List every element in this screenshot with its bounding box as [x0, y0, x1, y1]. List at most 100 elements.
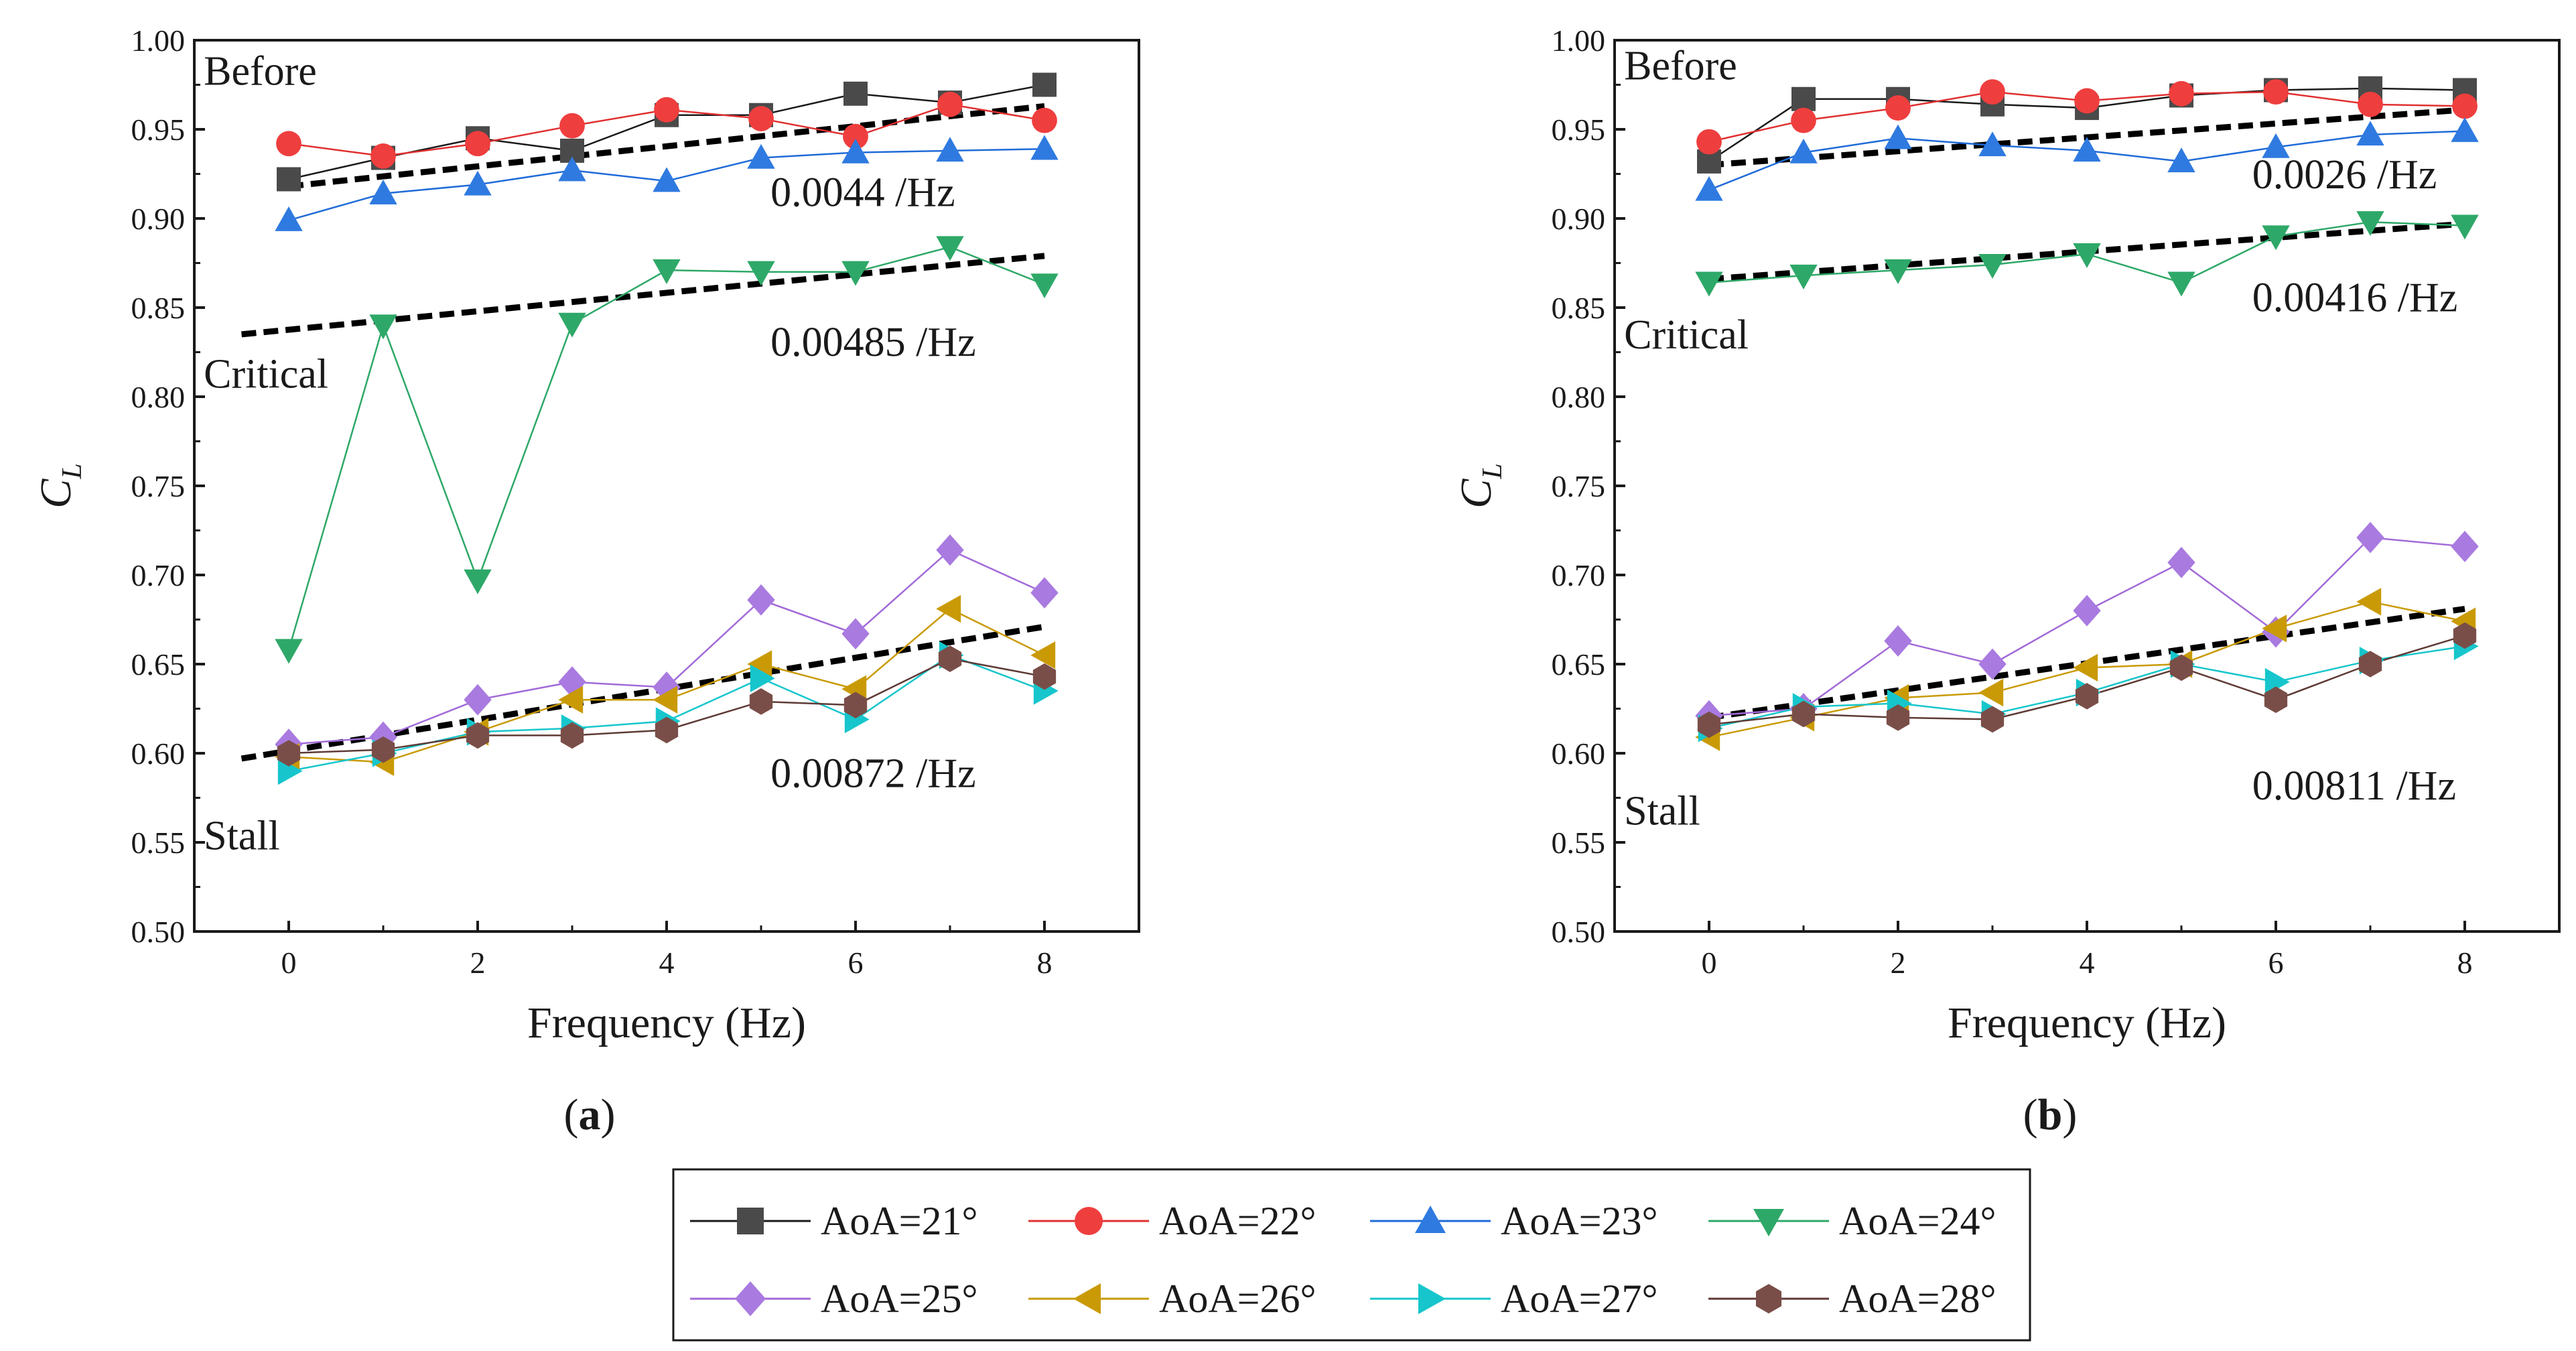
data-point	[1030, 273, 1059, 299]
data-point	[1789, 138, 1818, 164]
data-point	[1030, 135, 1059, 160]
y-tick-label: 0.90	[1552, 202, 1606, 236]
data-point	[653, 259, 681, 284]
data-point	[2452, 93, 2478, 119]
data-point	[1978, 253, 2007, 279]
data-point	[466, 722, 490, 749]
data-point	[841, 618, 870, 650]
series-markers	[275, 135, 1059, 231]
legend-entry: AoA=27°	[1370, 1277, 1658, 1321]
annotation-label: Before	[1624, 44, 1737, 89]
data-point	[1695, 176, 1723, 201]
data-point	[843, 81, 868, 106]
legend-items: AoA=21° AoA=22° AoA=23° AoA=24° AoA=25° AoA=2…	[690, 1199, 1996, 1321]
data-point	[560, 722, 584, 749]
data-point	[464, 170, 492, 196]
data-point	[2074, 88, 2100, 114]
y-tick-label: 0.65	[1552, 647, 1606, 682]
x-axis-title: Frequency (Hz)	[1948, 999, 2226, 1047]
data-point	[2073, 243, 2101, 268]
y-tick-label: 0.95	[131, 113, 186, 147]
y-tick-label: 0.75	[131, 469, 186, 503]
data-point	[747, 650, 772, 678]
chart-panel-a: 0.50 0.55 0.60 0.65 0.70 0.75 0.80 0.85 0.90 0.95…	[31, 23, 1140, 1139]
svg-text:CL: CL	[1452, 463, 1508, 508]
data-point	[2073, 594, 2101, 627]
data-point	[1884, 259, 1912, 284]
data-point	[936, 534, 964, 566]
data-point	[277, 740, 301, 767]
x-tick-label: 2	[1891, 946, 1906, 980]
y-axis-title-main: C	[31, 478, 80, 509]
legend-label: AoA=25°	[821, 1277, 978, 1321]
data-point	[654, 96, 679, 123]
data-point	[841, 138, 870, 164]
data-point	[747, 143, 775, 169]
data-point	[2073, 137, 2101, 162]
series-markers	[277, 645, 1057, 767]
series-markers	[1695, 211, 2479, 297]
data-point	[2167, 546, 2195, 578]
x-ticks: 0 2 4 6 8	[281, 921, 1053, 980]
series-markers	[276, 91, 1057, 169]
legend: AoA=21° AoA=22° AoA=23° AoA=24° AoA=25° AoA=2…	[672, 1168, 2031, 1342]
data-point	[655, 716, 679, 744]
x-ticks: 0 2 4 6 8	[1702, 921, 2473, 980]
data-point	[2356, 211, 2384, 237]
annotations: Before Critical Stall 0.0044 /Hz 0.00485 /Hz…	[204, 49, 976, 859]
x-tick-label: 4	[659, 946, 675, 980]
annotation-label: 0.00872 /Hz	[770, 751, 976, 797]
y-tick-label: 0.60	[131, 736, 186, 771]
series-markers	[1696, 79, 2478, 155]
data-point	[1696, 129, 1722, 155]
data-point	[1978, 648, 2007, 680]
y-axis-title-sub: L	[57, 463, 88, 479]
y-tick-label: 0.70	[1552, 558, 1606, 592]
data-point	[1978, 678, 2004, 707]
data-point	[841, 261, 870, 286]
y-axis-title-sub: L	[1477, 463, 1508, 479]
data-point	[277, 167, 301, 192]
data-point	[275, 206, 303, 231]
data-point	[559, 113, 585, 139]
legend-marker	[1753, 1209, 1784, 1236]
trend-fit-line	[288, 103, 1045, 190]
legend-box	[672, 1168, 2031, 1342]
data-point	[1032, 107, 1057, 133]
data-point	[1980, 706, 2005, 733]
series-markers	[275, 236, 1059, 664]
y-tick-label: 0.85	[1552, 291, 1606, 325]
y-axis-title-main: C	[1452, 478, 1501, 509]
annotation-label: 0.0026 /Hz	[2252, 152, 2437, 198]
y-tick-label: 0.75	[1552, 469, 1606, 503]
data-point	[2262, 225, 2290, 251]
data-point	[464, 569, 492, 594]
y-tick-label: 0.70	[131, 558, 186, 592]
data-point	[2167, 271, 2195, 297]
data-point	[2453, 622, 2477, 649]
panel-label-a: (a)	[564, 1090, 616, 1139]
x-tick-label: 8	[2457, 946, 2473, 980]
data-point	[1032, 663, 1057, 690]
data-point	[653, 167, 681, 192]
data-point	[371, 736, 395, 763]
y-tick-label: 0.65	[131, 647, 186, 682]
legend-label: AoA=27°	[1501, 1277, 1658, 1321]
x-tick-label: 2	[470, 946, 486, 980]
annotation-label: 0.00485 /Hz	[770, 320, 976, 365]
data-point	[1791, 86, 1816, 111]
x-tick-label: 6	[2268, 946, 2284, 980]
y-tick-label: 1.00	[131, 23, 186, 58]
data-point	[843, 123, 868, 149]
data-point	[936, 594, 961, 623]
legend-marker	[1415, 1206, 1446, 1233]
data-point	[1695, 271, 1723, 297]
data-point	[1697, 711, 1721, 738]
data-point	[653, 671, 681, 703]
legend-marker	[737, 1208, 764, 1234]
data-point	[653, 686, 678, 714]
data-point	[750, 664, 775, 692]
legend-marker	[1073, 1283, 1101, 1314]
data-point	[1030, 641, 1056, 669]
data-point	[558, 156, 586, 182]
